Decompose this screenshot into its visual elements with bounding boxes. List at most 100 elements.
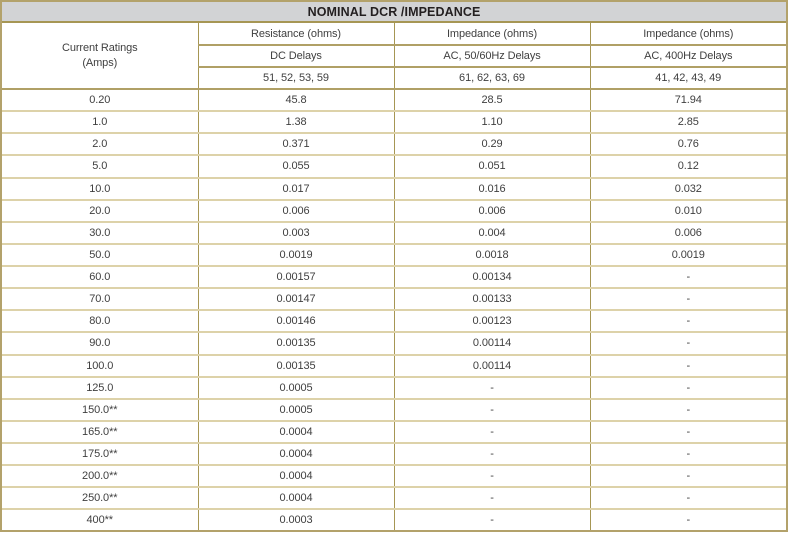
value-cell: - [393, 464, 591, 489]
value-cell: 0.0005 [197, 397, 395, 422]
table-row: 10.0 0.017 0.016 0.032 [2, 176, 786, 201]
table-row: 165.0** 0.0004- - [2, 419, 786, 445]
value-cell: 0.003 [197, 220, 395, 245]
value-cell: - [393, 508, 591, 530]
value-cell: - [393, 375, 591, 400]
current-rating-cell: 50.0 [2, 242, 199, 268]
value-cell: 0.00135 [197, 331, 395, 356]
current-rating-cell: 165.0** [2, 419, 199, 445]
header-series-codes-dc: 51, 52, 53, 59 [198, 66, 395, 90]
value-cell: - [589, 375, 786, 400]
current-rating-cell: 20.0 [2, 198, 199, 223]
header-dc-delays: DC Delays [198, 44, 395, 68]
table-row: 175.0** 0.0004- - [2, 441, 786, 467]
value-cell: 0.00146 [197, 309, 395, 334]
value-cell: 0.00134 [393, 264, 591, 290]
value-cell: - [589, 508, 786, 530]
table-row: 125.0 0.0005- - [2, 375, 786, 400]
value-cell: 0.0019 [589, 242, 786, 268]
value-cell: 0.017 [197, 176, 395, 201]
current-rating-cell: 60.0 [2, 264, 199, 290]
table-row: 250.0** 0.0004- - [2, 486, 786, 511]
current-rating-cell: 125.0 [2, 375, 199, 400]
value-cell: 0.00147 [197, 287, 395, 312]
current-rating-cell: 10.0 [2, 176, 199, 201]
value-cell: 71.94 [589, 87, 786, 113]
value-cell: 0.010 [589, 198, 786, 223]
table-row: 70.0 0.00147 0.00133- [2, 287, 786, 312]
header-series-codes-ac400: 41, 42, 43, 49 [589, 66, 786, 90]
value-cell: 0.0018 [393, 242, 591, 268]
table-row: 5.0 0.055 0.051 0.12 [2, 154, 786, 179]
value-cell: 0.0004 [197, 486, 395, 511]
value-cell: - [589, 287, 786, 312]
current-rating-cell: 1.0 [2, 110, 199, 135]
value-cell: 0.76 [589, 132, 786, 157]
value-cell: - [589, 464, 786, 489]
current-rating-cell: 70.0 [2, 287, 199, 312]
value-cell: 0.371 [197, 132, 395, 157]
value-cell: 0.00133 [393, 287, 591, 312]
value-cell: 0.016 [393, 176, 591, 201]
table-row: 1.0 1.38 1.10 2.85 [2, 110, 786, 135]
dcr-impedance-grid: Current Ratings (Amps) Resistance (ohms)… [2, 23, 786, 530]
value-cell: - [393, 441, 591, 467]
header-current-ratings-line1: Current Ratings [61, 41, 138, 54]
value-cell: 0.00135 [197, 353, 395, 378]
header-current-ratings-line2: (Amps) [82, 56, 118, 69]
current-rating-cell: 400** [2, 508, 199, 530]
value-cell: - [589, 419, 786, 445]
value-cell: 0.055 [197, 154, 395, 179]
table-row: 20.0 0.006 0.006 0.010 [2, 198, 786, 223]
current-rating-cell: 5.0 [2, 154, 199, 179]
value-cell: 0.00114 [393, 331, 591, 356]
value-cell: 0.00123 [393, 309, 591, 334]
value-cell: 0.0005 [197, 375, 395, 400]
value-cell: 0.051 [393, 154, 591, 179]
header-series-codes-ac5060: 61, 62, 63, 69 [393, 66, 591, 90]
value-cell: 0.006 [393, 198, 591, 223]
value-cell: 0.006 [197, 198, 395, 223]
value-cell: 0.006 [589, 220, 786, 245]
value-cell: - [589, 397, 786, 422]
table-row: 50.0 0.0019 0.0018 0.0019 [2, 242, 786, 268]
value-cell: - [589, 486, 786, 511]
table-row: 150.0** 0.0005- - [2, 397, 786, 422]
table-row: 60.0 0.00157 0.00134- [2, 264, 786, 290]
current-rating-cell: 200.0** [2, 464, 199, 489]
value-cell: - [393, 397, 591, 422]
table-row: 100.0 0.00135 0.00114- [2, 353, 786, 378]
header-ac-400-delays: AC, 400Hz Delays [589, 44, 786, 68]
value-cell: 0.032 [589, 176, 786, 201]
value-cell: 0.00114 [393, 353, 591, 378]
table-row: 30.0 0.003 0.004 0.006 [2, 220, 786, 245]
value-cell: 1.10 [393, 110, 591, 135]
value-cell: 45.8 [197, 87, 395, 113]
value-cell: 2.85 [589, 110, 786, 135]
value-cell: 0.0004 [197, 419, 395, 445]
value-cell: - [589, 353, 786, 378]
header-row-delay-types: DC Delays AC, 50/60Hz Delays AC, 400Hz D… [2, 44, 786, 68]
header-resistance-unit: Resistance (ohms) [197, 23, 395, 46]
header-impedance-5060-unit: Impedance (ohms) [393, 23, 591, 46]
value-cell: - [393, 419, 591, 445]
value-cell: - [589, 331, 786, 356]
current-rating-cell: 250.0** [2, 486, 199, 511]
value-cell: 0.12 [589, 154, 786, 179]
current-rating-cell: 150.0** [2, 397, 199, 422]
table-row: 80.0 0.00146 0.00123- [2, 309, 786, 334]
header-row-series-codes: 51, 52, 53, 59 61, 62, 63, 69 41, 42, 43… [2, 66, 786, 90]
value-cell: - [589, 264, 786, 290]
current-rating-cell: 30.0 [2, 220, 199, 245]
current-rating-cell: 80.0 [2, 309, 199, 334]
table-row: 90.0 0.00135 0.00114- [2, 331, 786, 356]
value-cell: 28.5 [393, 87, 591, 113]
header-ac-5060-delays: AC, 50/60Hz Delays [393, 44, 591, 68]
current-rating-cell: 100.0 [2, 353, 199, 378]
value-cell: - [589, 309, 786, 334]
current-rating-cell: 0.20 [2, 87, 199, 113]
value-cell: 0.00157 [197, 264, 395, 290]
value-cell: - [393, 486, 591, 511]
header-row-units: Current Ratings (Amps) Resistance (ohms)… [2, 23, 786, 90]
